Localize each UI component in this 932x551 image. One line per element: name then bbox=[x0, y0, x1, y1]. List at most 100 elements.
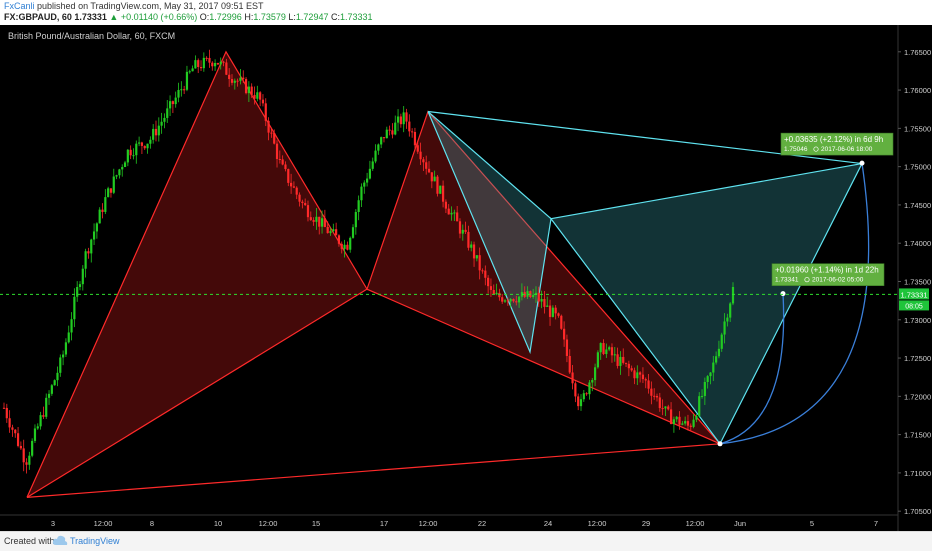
candle-body bbox=[287, 169, 290, 183]
candle-body bbox=[503, 300, 507, 302]
x-tick-label: 12:00 bbox=[419, 519, 438, 528]
author-link[interactable]: FxCanli bbox=[4, 1, 35, 11]
x-tick-label: 12:00 bbox=[686, 519, 705, 528]
annotation-box: +0.03635 (+2.12%) in 6d 9h 1.75046 2017-06… bbox=[780, 132, 894, 156]
x-tick-label: 5 bbox=[810, 519, 814, 528]
annotation-background bbox=[780, 132, 894, 156]
candle-body bbox=[281, 159, 284, 165]
candle-body bbox=[126, 149, 129, 163]
y-tick-label: 1.70500 bbox=[904, 507, 931, 516]
price-chart[interactable]: British Pound/Australian Dollar, 60, FXC… bbox=[0, 25, 932, 531]
candle-body bbox=[675, 416, 678, 420]
candle-body bbox=[16, 433, 20, 446]
candle-body bbox=[143, 145, 146, 149]
candle-body bbox=[520, 292, 523, 297]
candle-body bbox=[698, 396, 701, 416]
candle-body bbox=[50, 385, 53, 394]
candle-body bbox=[337, 235, 341, 244]
candle-body bbox=[551, 307, 554, 317]
candle-body bbox=[5, 407, 8, 419]
candle-body bbox=[416, 145, 419, 152]
candle-body bbox=[64, 342, 68, 355]
candle-body bbox=[59, 357, 62, 373]
footer-bar: Created with TradingView bbox=[0, 531, 932, 551]
candle-body bbox=[678, 416, 681, 425]
candle-body bbox=[546, 305, 549, 307]
candle-body bbox=[489, 286, 493, 290]
candle-body bbox=[689, 425, 692, 427]
candle-body bbox=[624, 362, 628, 364]
candle-body bbox=[73, 296, 76, 320]
candle-body bbox=[405, 112, 408, 122]
countdown-text: 08:05 bbox=[905, 303, 923, 310]
created-with-label: Created with bbox=[4, 536, 55, 546]
annotation-box: +0.01960 (+1.14%) in 1d 22h 1.73341 2017-0… bbox=[771, 263, 885, 286]
candle-body bbox=[45, 397, 48, 417]
x-tick-label: Jun bbox=[734, 519, 746, 528]
annotation-time: 2017-06-02 05:00 bbox=[812, 277, 864, 284]
x-tick-label: 12:00 bbox=[588, 519, 607, 528]
candle-body bbox=[146, 143, 149, 149]
x-tick-label: 10 bbox=[214, 519, 222, 528]
candle-body bbox=[174, 97, 177, 105]
candle-body bbox=[692, 419, 695, 427]
candle-body bbox=[222, 61, 225, 63]
candle-body bbox=[208, 57, 211, 63]
low-value: 1.72947 bbox=[295, 12, 329, 22]
candle-body bbox=[481, 270, 484, 272]
red-harmonic-bcd-fill bbox=[367, 111, 720, 444]
candle-body bbox=[641, 374, 645, 380]
candle-body bbox=[171, 101, 174, 105]
candle-body bbox=[377, 144, 380, 151]
y-tick-label: 1.72500 bbox=[904, 354, 931, 363]
candle-body bbox=[422, 159, 425, 163]
y-tick-label: 1.71500 bbox=[904, 431, 931, 440]
candle-body bbox=[346, 244, 349, 250]
candle-body bbox=[667, 406, 670, 410]
publish-info: published on TradingView.com, May 31, 20… bbox=[37, 1, 264, 11]
candle-body bbox=[289, 182, 293, 187]
candle-body bbox=[487, 277, 490, 287]
current-price-line: 1.73331 08:05 bbox=[0, 288, 929, 311]
cyan-harmonic-bcd-fill bbox=[551, 163, 862, 444]
candle-body bbox=[242, 77, 245, 80]
candle-body bbox=[250, 86, 253, 95]
candle-body bbox=[512, 299, 515, 302]
candle-body bbox=[661, 408, 664, 410]
tradingview-brand[interactable]: TradingView bbox=[70, 536, 120, 546]
candle-body bbox=[264, 103, 267, 121]
annotation-background bbox=[771, 263, 885, 286]
red-harmonic-bd-line bbox=[366, 288, 721, 445]
candle-body bbox=[684, 421, 687, 424]
candle-body bbox=[132, 155, 135, 157]
candle-body bbox=[25, 462, 28, 465]
candle-body bbox=[658, 397, 661, 409]
red-harmonic-xd-line bbox=[26, 443, 721, 498]
candle-body bbox=[301, 201, 304, 204]
candle-body bbox=[284, 164, 287, 170]
candle-body bbox=[312, 220, 315, 222]
x-tick-label: 17 bbox=[380, 519, 388, 528]
candle-body bbox=[574, 383, 577, 397]
candle-body bbox=[8, 418, 11, 428]
candle-body bbox=[92, 231, 96, 240]
target-marker-short bbox=[780, 291, 786, 297]
candle-body bbox=[273, 132, 276, 144]
countdown-box bbox=[899, 300, 929, 311]
candle-body bbox=[332, 229, 335, 232]
candle-body bbox=[712, 362, 715, 373]
x-tick-label: 15 bbox=[312, 519, 320, 528]
candle-body bbox=[270, 132, 273, 134]
candle-body bbox=[138, 142, 141, 144]
candle-body bbox=[28, 455, 31, 465]
candle-body bbox=[135, 143, 138, 156]
candle-body bbox=[664, 406, 667, 409]
candle-body bbox=[560, 315, 563, 329]
x-tick-label: 12:00 bbox=[259, 519, 278, 528]
candle-body bbox=[329, 231, 332, 234]
clock-icon bbox=[804, 277, 810, 283]
candle-body bbox=[419, 151, 422, 160]
candle-body bbox=[42, 415, 45, 417]
candle-body bbox=[47, 393, 51, 398]
candle-body bbox=[87, 251, 90, 254]
